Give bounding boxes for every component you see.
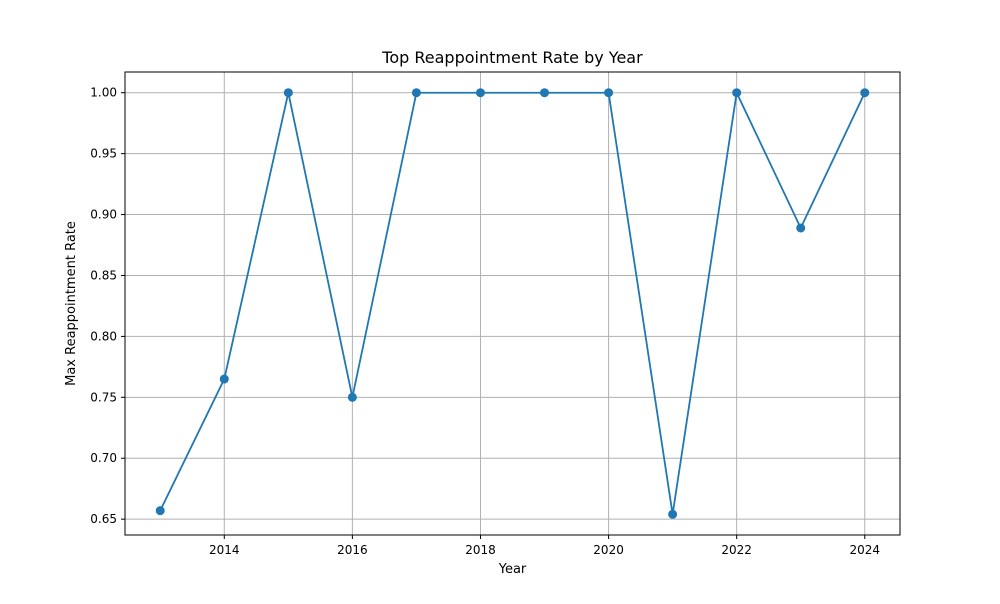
data-point-2013 (155, 506, 165, 516)
data-point-2020 (604, 88, 614, 98)
data-point-2019 (540, 88, 550, 98)
y-axis-label: Max Reappointment Rate (64, 221, 79, 386)
x-axis-label: Year (498, 562, 527, 577)
data-point-2015 (283, 88, 293, 98)
y-tick-label: 0.85 (90, 268, 117, 282)
axis-ticks: 2014 2016 2018 2020 2022 2024 0.65 0.70 0.75 0.80… (90, 86, 880, 557)
data-point-2024 (860, 88, 870, 98)
y-tick-label: 0.75 (90, 390, 117, 404)
x-tick-label: 2016 (337, 543, 368, 557)
data-point-2017 (411, 88, 421, 98)
data-point-2023 (796, 223, 806, 233)
y-tick-label: 0.80 (90, 329, 117, 343)
data-point-2016 (347, 392, 357, 402)
data-point-2018 (475, 88, 485, 98)
plot-area-frame (124, 71, 901, 536)
x-tick-label: 2014 (209, 543, 240, 557)
y-tick-label: 0.90 (90, 208, 117, 222)
chart-title: Top Reappointment Rate by Year (381, 48, 643, 67)
series-line (159, 91, 866, 516)
x-tick-label: 2024 (849, 543, 880, 557)
y-tick-label: 1.00 (90, 86, 117, 100)
x-tick-label: 2022 (721, 543, 752, 557)
x-tick-label: 2020 (593, 543, 624, 557)
y-tick-label: 0.65 (90, 512, 117, 526)
x-tick-label: 2018 (465, 543, 496, 557)
series-line-group (155, 88, 870, 519)
y-tick-label: 0.95 (90, 147, 117, 161)
data-point-2014 (219, 374, 229, 384)
y-tick-label: 0.70 (90, 451, 117, 465)
data-point-2022 (732, 88, 742, 98)
data-point-2021 (668, 509, 678, 519)
